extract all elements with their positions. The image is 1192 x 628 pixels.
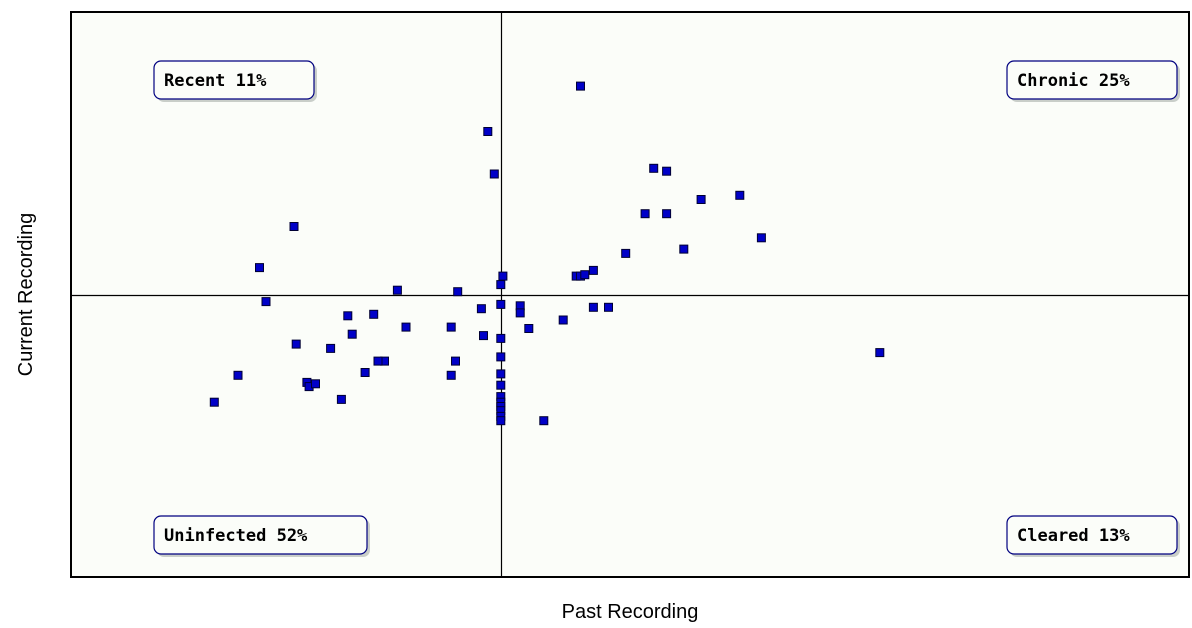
data-point bbox=[588, 265, 598, 275]
data-point bbox=[373, 356, 383, 366]
plot-border bbox=[70, 11, 1190, 578]
data-point bbox=[446, 322, 456, 332]
label-box bbox=[153, 60, 315, 100]
data-point bbox=[756, 233, 766, 243]
data-points bbox=[209, 81, 885, 426]
data-point bbox=[369, 309, 379, 319]
quadrant-label-text: Recent 11% bbox=[164, 71, 267, 91]
plot-area bbox=[70, 11, 1190, 578]
data-point bbox=[479, 331, 488, 341]
data-point bbox=[640, 209, 650, 219]
data-point bbox=[483, 127, 493, 136]
data-point bbox=[621, 248, 631, 258]
data-point bbox=[326, 343, 336, 353]
data-point bbox=[360, 368, 370, 377]
label-box bbox=[1006, 515, 1178, 555]
data-point bbox=[679, 244, 689, 254]
data-point bbox=[604, 302, 613, 312]
data-point bbox=[476, 304, 486, 314]
quadrant-labels: Recent 11% Chronic 25% Uninfected 52% Clear… bbox=[153, 60, 1180, 557]
label-box bbox=[1006, 60, 1178, 100]
quadrant-dividers bbox=[70, 11, 1190, 578]
data-point bbox=[649, 163, 659, 173]
data-point bbox=[496, 369, 506, 379]
data-point bbox=[496, 416, 506, 426]
data-point bbox=[392, 285, 402, 295]
data-point bbox=[496, 280, 506, 290]
data-point bbox=[261, 297, 271, 307]
quadrant-label-text: Uninfected 52% bbox=[164, 526, 308, 546]
quadrant-label-uninfected: Uninfected 52% bbox=[153, 515, 370, 557]
data-point bbox=[735, 190, 745, 200]
data-point bbox=[343, 311, 353, 321]
data-point bbox=[539, 416, 549, 426]
quadrant-label-chronic: Chronic 25% bbox=[1006, 60, 1180, 102]
data-point bbox=[336, 394, 346, 404]
data-point bbox=[289, 222, 299, 231]
data-point bbox=[496, 333, 506, 343]
x-axis-label: Past Recording bbox=[562, 601, 699, 623]
data-point bbox=[233, 370, 243, 380]
data-point bbox=[446, 370, 456, 380]
data-point bbox=[255, 263, 264, 273]
data-point bbox=[311, 379, 320, 389]
data-point bbox=[498, 271, 508, 281]
data-point bbox=[576, 81, 585, 91]
quadrant-label-text: Cleared 13% bbox=[1017, 526, 1130, 546]
data-point bbox=[401, 322, 411, 332]
data-point bbox=[515, 308, 525, 318]
data-point bbox=[453, 287, 463, 297]
data-point bbox=[588, 302, 598, 312]
data-point bbox=[496, 380, 506, 390]
data-point bbox=[291, 339, 301, 349]
quadrant-label-text: Chronic 25% bbox=[1017, 71, 1130, 91]
data-point bbox=[347, 329, 357, 339]
quadrant-label-cleared: Cleared 13% bbox=[1006, 515, 1180, 557]
data-point bbox=[489, 169, 499, 179]
quadrant-label-recent: Recent 11% bbox=[153, 60, 317, 102]
data-point bbox=[496, 352, 506, 362]
y-axis-label: Current Recording bbox=[15, 213, 37, 376]
data-point bbox=[875, 348, 885, 358]
data-point bbox=[451, 356, 460, 366]
data-point bbox=[662, 166, 672, 176]
data-point bbox=[558, 315, 568, 325]
data-point bbox=[662, 209, 672, 219]
data-point bbox=[524, 324, 534, 333]
data-point bbox=[209, 397, 219, 407]
data-point bbox=[496, 299, 506, 309]
data-point bbox=[580, 270, 590, 280]
label-box bbox=[153, 515, 368, 555]
data-point bbox=[696, 195, 706, 204]
